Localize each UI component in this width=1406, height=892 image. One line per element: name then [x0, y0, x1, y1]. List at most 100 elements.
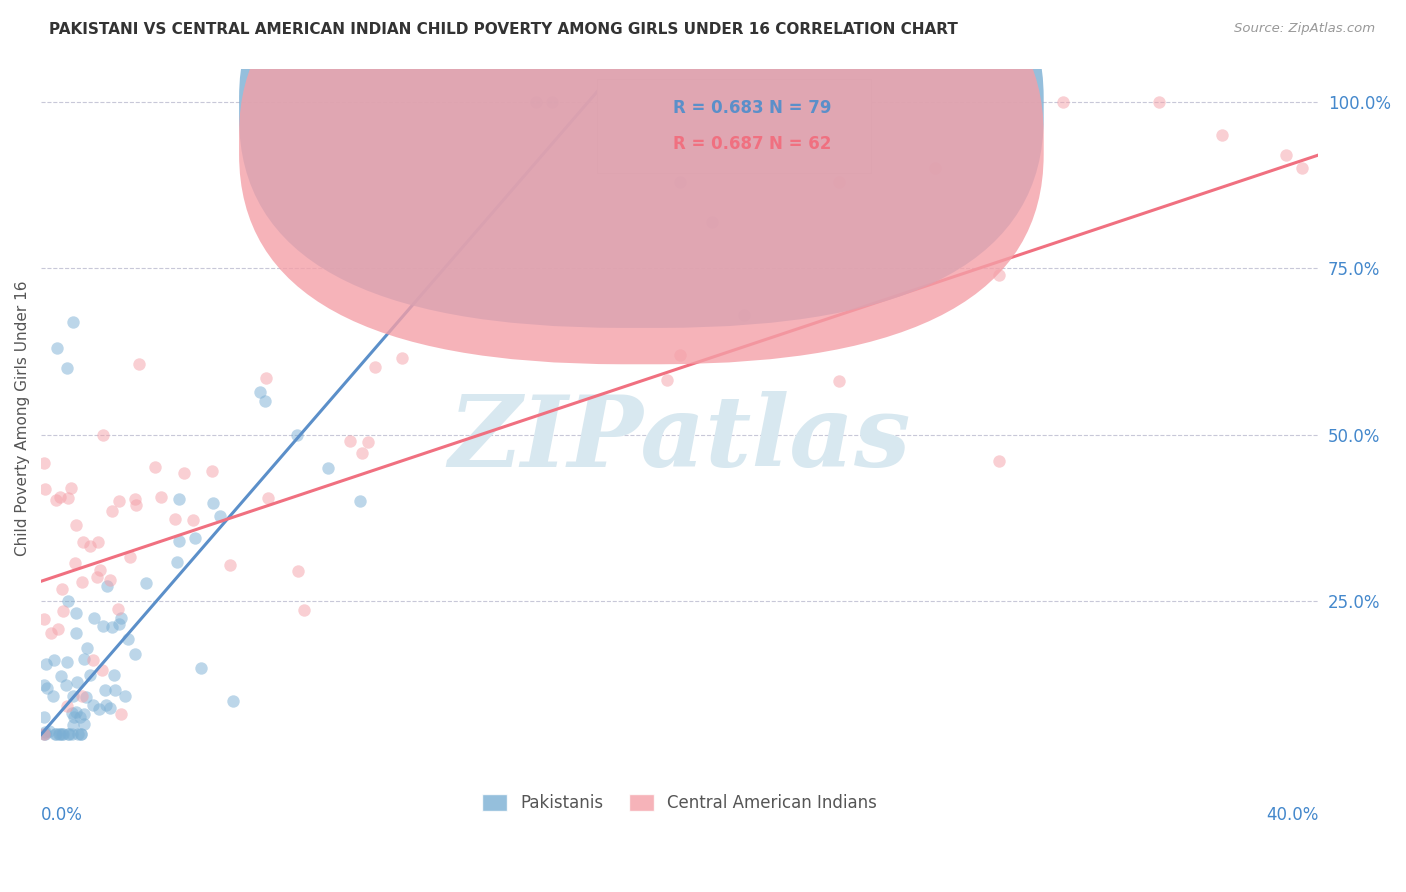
Point [339, 434, 361, 448]
Point [56, 727, 79, 741]
Point [62, 718, 84, 732]
Point [668, 348, 690, 362]
Point [524, 95, 547, 109]
Point [103, 667, 125, 681]
Point [60, 706, 83, 720]
Point [38, 724, 60, 739]
Point [135, 576, 157, 591]
Point [357, 434, 380, 449]
Point [202, 496, 225, 510]
Point [110, 707, 132, 722]
Point [96, 579, 118, 593]
Point [124, 647, 146, 661]
Text: R = 0.683: R = 0.683 [673, 99, 763, 117]
Text: PAKISTANI VS CENTRAL AMERICAN INDIAN CHILD POVERTY AMONG GIRLS UNDER 16 CORRELAT: PAKISTANI VS CENTRAL AMERICAN INDIAN CHI… [49, 22, 957, 37]
FancyBboxPatch shape [239, 0, 1043, 364]
Point [98, 574, 121, 588]
FancyBboxPatch shape [596, 79, 872, 173]
Point [1052, 95, 1074, 109]
Point [108, 494, 131, 508]
Text: N = 79: N = 79 [769, 99, 831, 117]
Point [56, 594, 79, 608]
Point [218, 558, 240, 573]
Point [34, 727, 56, 741]
Point [253, 394, 276, 409]
Point [89, 563, 111, 577]
Point [34, 456, 56, 470]
Point [55, 678, 77, 692]
Point [46, 622, 69, 636]
Point [184, 531, 207, 545]
Point [124, 491, 146, 506]
Point [91, 619, 114, 633]
Point [292, 603, 315, 617]
Text: Source: ZipAtlas.com: Source: ZipAtlas.com [1234, 22, 1375, 36]
Point [34, 657, 56, 671]
Point [65, 606, 87, 620]
Point [34, 727, 56, 741]
Point [55, 361, 77, 376]
Point [655, 373, 678, 387]
Point [828, 175, 851, 189]
Point [541, 95, 564, 109]
Point [101, 504, 124, 518]
Point [63, 710, 86, 724]
Point [34, 612, 56, 626]
Point [924, 161, 946, 176]
Point [668, 175, 690, 189]
Point [114, 689, 136, 703]
Point [67, 727, 90, 741]
Point [101, 620, 124, 634]
Text: N = 62: N = 62 [769, 135, 831, 153]
Point [208, 508, 231, 523]
Point [70, 727, 93, 741]
Point [62, 689, 84, 703]
Point [167, 534, 190, 549]
Point [51, 582, 73, 596]
Point [128, 357, 150, 371]
Point [48, 490, 70, 504]
Point [1291, 161, 1313, 176]
Point [350, 446, 373, 460]
Point [117, 632, 139, 647]
Point [221, 694, 243, 708]
Point [69, 709, 91, 723]
Point [1275, 148, 1298, 162]
Point [65, 517, 87, 532]
Point [107, 617, 129, 632]
Point [165, 512, 187, 526]
Point [183, 513, 205, 527]
Point [1147, 95, 1170, 109]
Point [190, 661, 212, 675]
Point [52, 604, 75, 618]
Point [58, 727, 80, 741]
Point [90, 663, 112, 677]
Point [98, 700, 121, 714]
Point [988, 268, 1011, 282]
Point [73, 652, 96, 666]
Text: 40.0%: 40.0% [1265, 806, 1319, 824]
Point [34, 724, 56, 739]
Point [41, 689, 63, 703]
FancyBboxPatch shape [239, 0, 1043, 328]
Point [107, 602, 129, 616]
Point [87, 702, 110, 716]
Point [349, 494, 371, 508]
Point [46, 341, 69, 355]
Text: R = 0.687: R = 0.687 [673, 135, 763, 153]
Point [70, 689, 93, 703]
Point [55, 698, 77, 713]
Point [35, 681, 58, 695]
Point [73, 717, 96, 731]
Point [104, 682, 127, 697]
Point [166, 555, 188, 569]
Point [700, 215, 723, 229]
Point [391, 351, 413, 365]
Point [72, 706, 94, 721]
Point [173, 466, 195, 480]
Point [249, 384, 271, 399]
Point [318, 461, 340, 475]
Point [257, 491, 280, 505]
Point [48, 727, 70, 741]
Point [34, 678, 56, 692]
